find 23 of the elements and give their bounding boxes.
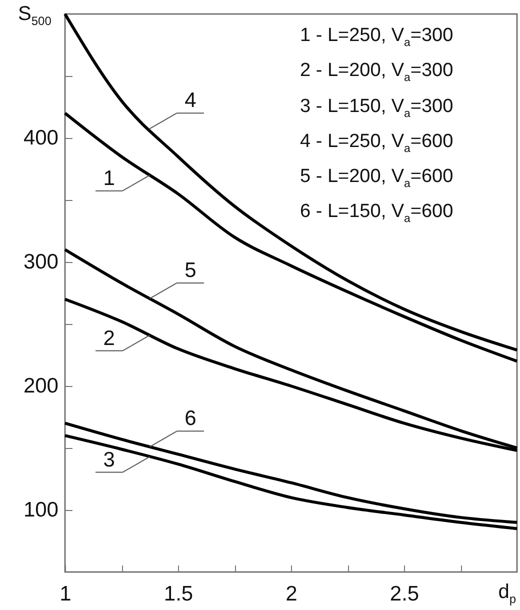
x-tick-label: 2.5 xyxy=(390,582,420,606)
y-axis-title: S$_{500}$ xyxy=(18,3,52,28)
x-axis-title: d$_{p}$ xyxy=(498,581,516,606)
y-tick-label: 300 xyxy=(23,250,58,274)
annotation: 2 - L=200, V$_{a}$=300 xyxy=(300,59,454,86)
x-tick-label: 1 xyxy=(60,582,72,606)
annotation: 3 - L=150, V$_{a}$=300 xyxy=(300,94,454,122)
annotation: 6 - L=150, V$_{a}$=600 xyxy=(300,200,454,228)
y-tick-label: 100 xyxy=(23,498,58,522)
line-series xyxy=(64,12,518,352)
series-label: 2 xyxy=(103,326,115,350)
annotation: 1 - L=250, V$_{a}$=300 xyxy=(300,24,454,51)
series-label: 4 xyxy=(184,89,197,112)
y-tick-label: 400 xyxy=(23,126,58,150)
x-tick-label: 2 xyxy=(286,582,298,606)
series-label: 5 xyxy=(184,258,196,282)
series-label: 6 xyxy=(184,407,196,430)
y-tick-label: 200 xyxy=(23,374,58,398)
annotation: 4 - L=250, V$_{a}$=600 xyxy=(300,130,454,157)
series-label: 3 xyxy=(103,448,115,472)
annotation: 5 - L=200, V$_{a}$=600 xyxy=(300,165,454,192)
x-tick-label: 1.5 xyxy=(164,582,194,606)
series-label: 1 xyxy=(103,166,115,190)
